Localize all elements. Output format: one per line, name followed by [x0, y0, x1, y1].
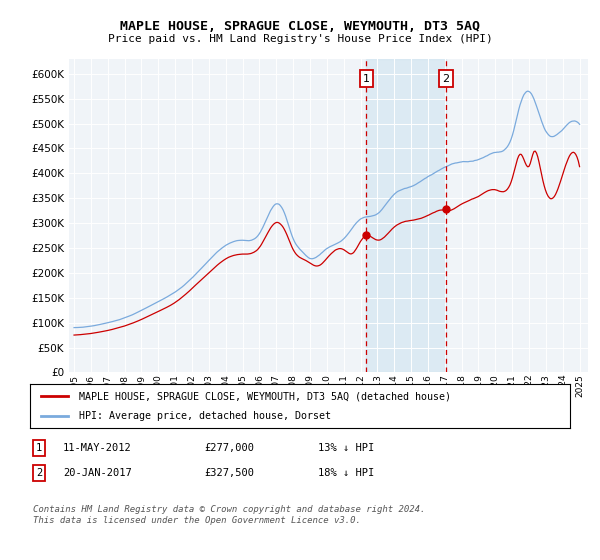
Text: Price paid vs. HM Land Registry's House Price Index (HPI): Price paid vs. HM Land Registry's House … [107, 34, 493, 44]
Bar [367, 59, 446, 372]
Text: 20-JAN-2017: 20-JAN-2017 [63, 468, 132, 478]
Text: MAPLE HOUSE, SPRAGUE CLOSE, WEYMOUTH, DT3 5AQ (detached house): MAPLE HOUSE, SPRAGUE CLOSE, WEYMOUTH, DT… [79, 391, 451, 401]
Text: Contains HM Land Registry data © Crown copyright and database right 2024.
This d: Contains HM Land Registry data © Crown c… [33, 505, 425, 525]
Text: 1: 1 [363, 74, 370, 83]
Text: 1: 1 [36, 443, 42, 453]
Text: £327,500: £327,500 [204, 468, 254, 478]
Text: £277,000: £277,000 [204, 443, 254, 453]
Text: HPI: Average price, detached house, Dorset: HPI: Average price, detached house, Dors… [79, 411, 331, 421]
Text: 11-MAY-2012: 11-MAY-2012 [63, 443, 132, 453]
Text: 18% ↓ HPI: 18% ↓ HPI [318, 468, 374, 478]
Text: MAPLE HOUSE, SPRAGUE CLOSE, WEYMOUTH, DT3 5AQ: MAPLE HOUSE, SPRAGUE CLOSE, WEYMOUTH, DT… [120, 20, 480, 32]
Text: 13% ↓ HPI: 13% ↓ HPI [318, 443, 374, 453]
Text: 2: 2 [36, 468, 42, 478]
Text: 2: 2 [442, 74, 449, 83]
